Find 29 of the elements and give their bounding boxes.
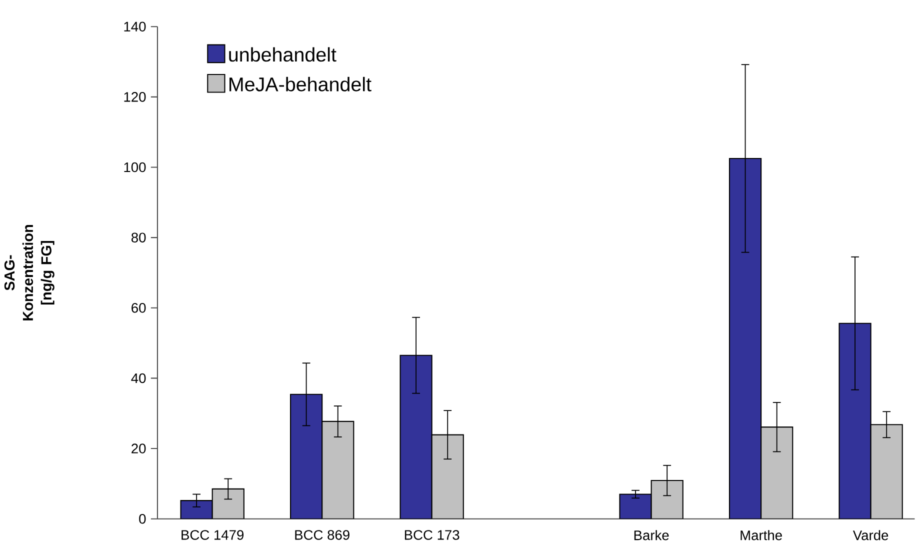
bar (870, 424, 903, 519)
y-axis-title: SAG-Konzentration [ng/g FG] (4, 224, 54, 320)
y-tick-label: 60 (132, 302, 146, 313)
bar (212, 488, 244, 519)
bar (431, 434, 464, 519)
x-tick-label: BCC 869 (295, 530, 350, 540)
bar (728, 158, 762, 519)
x-tick-label: Barke (634, 530, 669, 540)
bar (400, 354, 432, 519)
y-tick-label: 40 (131, 373, 146, 383)
x-tick-label: Varde (852, 530, 888, 540)
bar (838, 322, 872, 519)
x-tick-label: BCC 1479 (182, 530, 244, 540)
x-tick-label: BCC 173 (404, 530, 460, 540)
legend-label: unbehandelt (229, 47, 336, 62)
y-tick-label: 120 (124, 92, 146, 102)
y-tick-label: 140 (124, 22, 146, 32)
y-tick-label: 20 (132, 444, 146, 454)
legend-label: MeJA-behandelt (230, 76, 372, 92)
bar (619, 494, 652, 519)
bar (650, 480, 684, 519)
bar (322, 420, 354, 519)
bar (180, 500, 213, 519)
x-tick-label: Marthe (740, 530, 782, 540)
bar (290, 394, 323, 519)
bar (760, 426, 794, 519)
y-tick-label: 100 (124, 162, 146, 172)
y-tick-label: 80 (131, 232, 146, 242)
y-tick-label: 0 (139, 514, 146, 524)
